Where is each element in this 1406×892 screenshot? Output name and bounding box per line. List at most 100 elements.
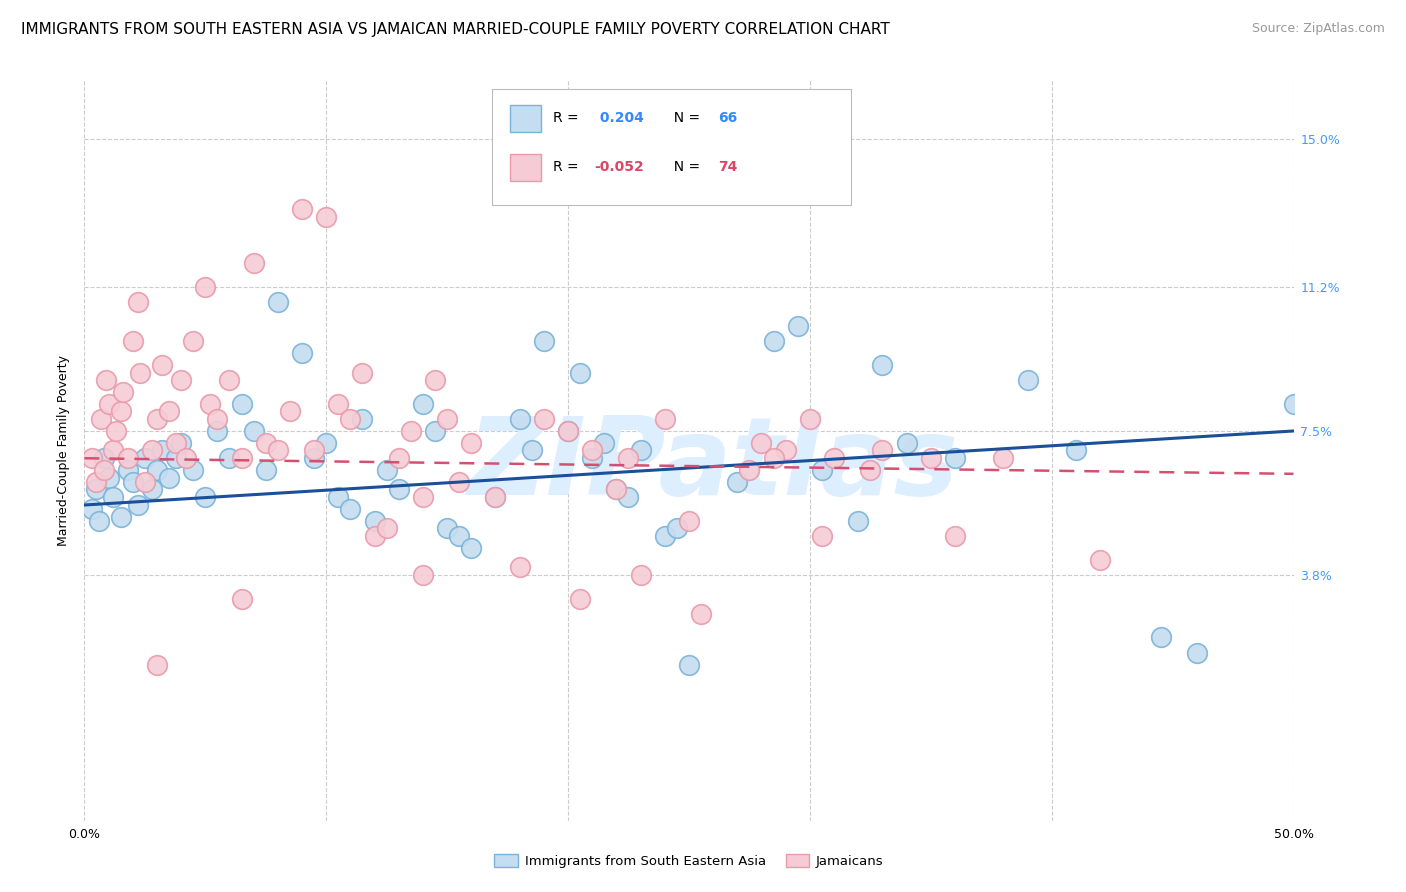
Text: 0.204: 0.204 [595,112,644,125]
Point [993,451,1015,466]
Point [436,412,458,426]
Point [87,514,110,528]
Point [520,443,543,458]
Point [509,412,531,426]
Point [1088,552,1111,566]
Point [799,412,821,426]
Point [127,498,149,512]
Point [170,373,193,387]
Point [654,529,676,543]
Point [198,397,221,411]
Point [254,435,277,450]
Point [181,334,204,349]
Point [218,373,240,387]
Point [231,451,253,466]
Point [533,334,555,349]
Text: N =: N = [665,112,704,125]
Point [291,202,314,216]
Point [943,529,966,543]
Point [339,502,361,516]
Point [146,412,169,426]
Point [569,366,592,380]
Point [121,334,143,349]
Point [1149,631,1171,645]
Point [399,424,422,438]
Point [423,424,446,438]
Point [678,657,700,672]
Legend: Immigrants from South Eastern Asia, Jamaicans: Immigrants from South Eastern Asia, Jama… [489,848,889,873]
Text: IMMIGRANTS FROM SOUTH EASTERN ASIA VS JAMAICAN MARRIED-COUPLE FAMILY POVERTY COR: IMMIGRANTS FROM SOUTH EASTERN ASIA VS JA… [21,22,890,37]
Point [872,443,894,458]
Y-axis label: Married-Couple Family Poverty: Married-Couple Family Poverty [58,355,70,546]
Point [90,412,112,426]
Point [751,435,773,450]
Point [117,463,139,477]
Point [112,384,135,399]
Point [302,443,325,458]
Point [1282,397,1305,411]
Point [630,568,652,582]
Text: R =: R = [553,112,582,125]
Point [449,475,471,489]
Point [165,451,187,466]
Point [811,463,834,477]
Point [267,443,290,458]
Point [460,435,482,450]
Point [146,657,169,672]
Point [231,397,253,411]
Point [581,443,603,458]
Point [218,451,240,466]
Point [412,397,434,411]
Point [194,280,217,294]
Point [617,451,640,466]
Point [484,490,506,504]
Point [786,318,808,333]
Point [1017,373,1039,387]
Point [242,424,264,438]
Point [117,451,139,466]
Point [165,435,187,450]
Point [170,435,193,450]
Point [328,397,350,411]
Point [872,358,894,372]
Point [896,435,918,450]
Point [94,373,117,387]
Point [207,412,229,426]
Point [352,412,374,426]
Point [315,435,337,450]
Point [412,568,434,582]
Point [363,529,385,543]
Point [254,463,277,477]
Point [557,424,579,438]
Point [352,366,374,380]
Point [762,334,785,349]
Point [278,404,301,418]
Point [630,443,652,458]
Point [134,451,156,466]
Point [86,475,108,489]
Point [375,463,398,477]
Text: 66: 66 [718,112,738,125]
Point [605,483,627,497]
Text: -0.052: -0.052 [595,161,644,174]
Point [93,451,115,466]
Point [775,443,797,458]
Point [267,295,290,310]
Point [110,509,132,524]
Point [97,471,120,485]
Point [1064,443,1087,458]
Point [593,435,616,450]
Point [291,346,314,360]
Point [150,358,173,372]
Point [762,451,785,466]
Text: ZIPatlas: ZIPatlas [468,412,959,518]
Point [725,475,748,489]
Point [423,373,446,387]
Point [315,210,337,224]
Point [104,424,127,438]
Point [93,463,115,477]
Point [617,490,640,504]
Point [665,521,688,535]
Point [859,463,882,477]
Point [339,412,361,426]
